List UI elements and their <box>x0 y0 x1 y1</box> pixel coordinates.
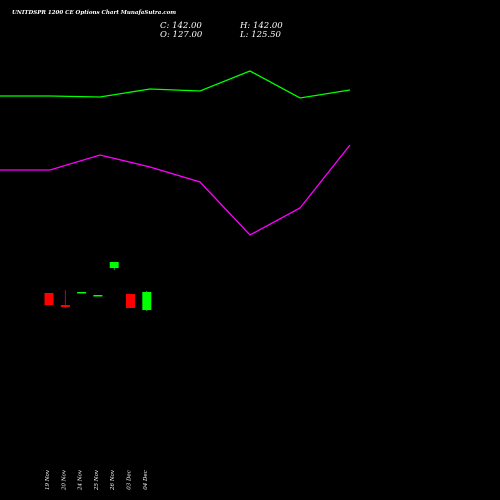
x-tick-label: 26 Nov <box>110 469 116 491</box>
indicator-line-1 <box>0 70 351 99</box>
candle <box>44 293 54 305</box>
candle <box>60 290 70 308</box>
low-value: L: 125.50 <box>239 30 282 40</box>
candle-body <box>126 294 135 308</box>
x-tick-label: 19 Nov <box>45 469 51 490</box>
candle-body <box>60 305 70 307</box>
indicator-line-2 <box>0 144 351 236</box>
candle-body <box>77 292 87 294</box>
candle-body <box>93 295 103 297</box>
x-tick-label: 04 Dec <box>143 470 149 490</box>
high-value: H: 142.00 <box>239 21 283 31</box>
open-value: O: 127.00 <box>160 30 203 40</box>
x-tick-label: 25 Nov <box>94 469 100 491</box>
x-tick-label: 24 Nov <box>78 469 84 491</box>
candle <box>126 294 135 308</box>
close-value: C: 142.00 <box>160 21 202 31</box>
candle-body <box>44 293 54 305</box>
x-tick-label: 03 Dec <box>127 470 133 490</box>
candle <box>142 291 152 311</box>
chart-title: UNITDSPR 1200 CE Options Chart MunafaSut… <box>12 10 176 16</box>
candle <box>109 262 119 270</box>
x-tick-label: 20 Nov <box>61 469 67 491</box>
candle-body <box>109 262 119 268</box>
indicator-lines <box>0 70 351 236</box>
candle-body <box>142 292 152 310</box>
x-axis-ticks: 19 Nov 20 Nov 24 Nov 25 Nov 26 Nov 03 Dec 04 D… <box>45 469 149 491</box>
candles <box>44 262 152 311</box>
candle <box>93 295 103 297</box>
candle <box>77 292 87 294</box>
